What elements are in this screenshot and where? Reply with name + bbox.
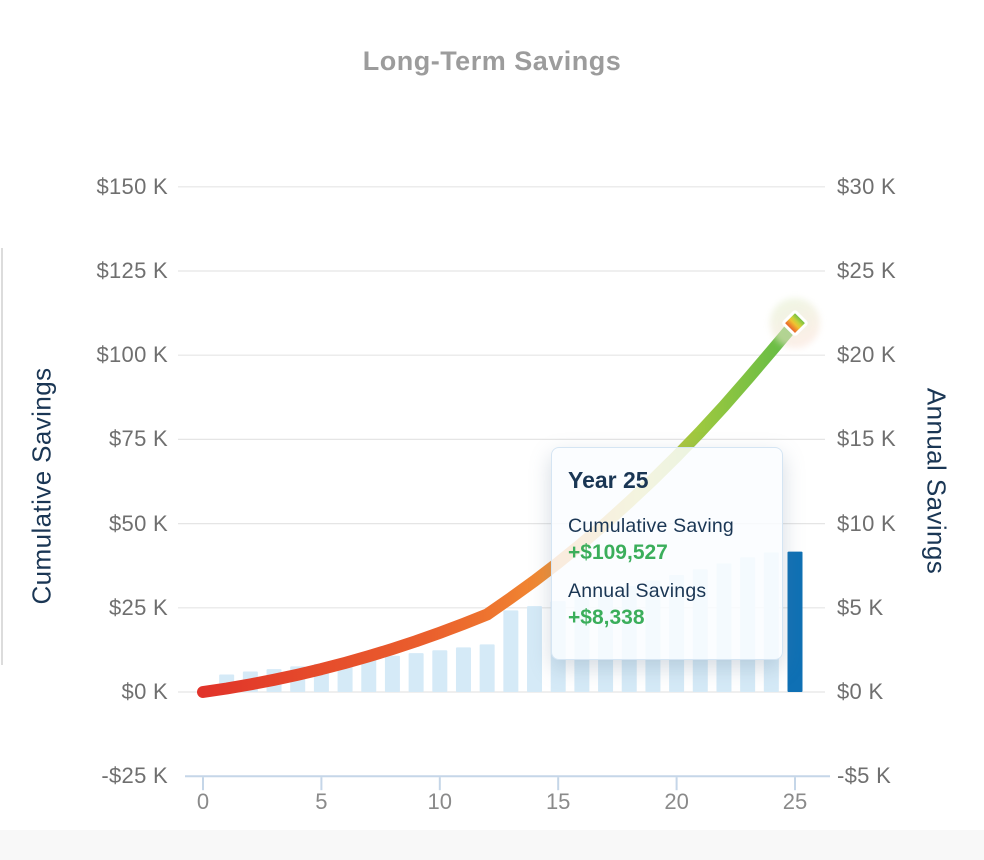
left-edge-divider (1, 248, 3, 665)
annual-savings-bar-year-25[interactable] (787, 551, 803, 692)
right-axis-tick-label: $0 K (837, 679, 884, 704)
left-axis-tick-label: $100 K (96, 342, 168, 368)
cumulative-savings-line[interactable] (197, 317, 801, 698)
annual-savings-bar-year-10[interactable] (432, 650, 448, 692)
x-axis-tick-label: 25 (782, 789, 808, 814)
annual-savings-bar-year-7[interactable] (361, 658, 377, 692)
right-axis-tick-label: $30 K (837, 173, 896, 199)
annual-savings-bar-year-9[interactable] (408, 653, 424, 692)
right-axis-tick-label: $20 K (837, 342, 896, 368)
left-axis-tick-label: $0 K (121, 679, 168, 704)
right-axis-tick-label: $5 K (837, 594, 884, 620)
right-axis-tick-label: $15 K (837, 426, 896, 452)
right-axis-tick-label: $10 K (837, 510, 896, 536)
annual-savings-bar-year-13[interactable] (503, 610, 519, 692)
marker-diamond (782, 310, 808, 336)
x-axis-tick-label: 15 (545, 789, 571, 814)
left-axis-tick-label: $50 K (109, 510, 168, 536)
x-axis-tick-label: 5 (315, 789, 328, 814)
left-axis-tick-label: $75 K (109, 426, 168, 452)
left-axis-tick-label: $150 K (96, 173, 168, 199)
chart-title: Long-Term Savings (362, 46, 622, 76)
annual-savings-bar-year-12[interactable] (479, 644, 495, 692)
x-axis-tick-label: 20 (664, 789, 689, 814)
page-background-strip (0, 830, 984, 860)
x-axis-tick-label: 0 (196, 789, 210, 814)
year-25-marker[interactable] (770, 298, 820, 349)
chart-tooltip: Year 25 Cumulative Saving +$109,527 Annu… (551, 447, 783, 660)
left-axis-tick-label: $25 K (109, 594, 168, 620)
tooltip-cumulative-label: Cumulative Saving (568, 515, 734, 537)
annual-savings-bar-year-14[interactable] (527, 606, 543, 692)
annual-savings-bar-year-8[interactable] (384, 655, 400, 692)
tooltip-cumulative-value: +$109,527 (568, 541, 668, 564)
right-axis-tick-label: $25 K (837, 258, 896, 283)
tooltip-year-title: Year 25 (568, 467, 649, 493)
annual-savings-bar-year-11[interactable] (455, 647, 471, 692)
tooltip-annual-label: Annual Savings (568, 580, 707, 602)
x-axis-tick-label: 10 (427, 789, 453, 814)
right-axis-tick-label: -$5 K (837, 763, 892, 789)
left-axis-tick-label: $125 K (96, 258, 168, 283)
tooltip-annual-value: +$8,338 (568, 606, 645, 629)
left-axis-tick-label: -$25 K (101, 763, 168, 789)
